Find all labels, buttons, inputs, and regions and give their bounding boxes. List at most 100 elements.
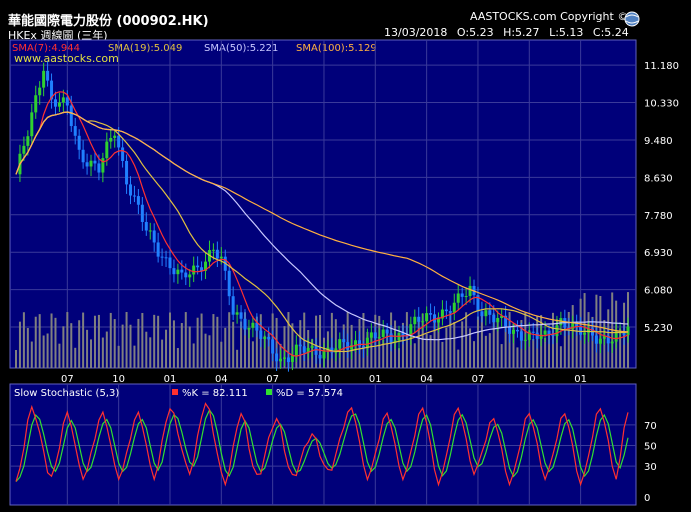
candle-body — [180, 269, 184, 273]
volume-bar — [591, 316, 594, 368]
date-label: 13/03/2018 — [384, 26, 448, 39]
candle-body — [168, 257, 172, 269]
candle-body — [377, 337, 381, 339]
x-tick-label: 07 — [61, 374, 74, 385]
candle-body — [219, 256, 223, 259]
candle-body — [69, 105, 73, 127]
candle-body — [480, 311, 484, 317]
candle-body — [239, 312, 243, 319]
volume-bar — [141, 312, 144, 368]
candle-body — [184, 272, 188, 278]
volume-bar — [105, 331, 108, 368]
candle-body — [50, 80, 54, 100]
volume-bar — [453, 321, 456, 368]
candle-body — [369, 332, 373, 338]
candle-body — [330, 347, 334, 353]
price-plot-area — [9, 39, 637, 369]
candle-body — [508, 326, 512, 334]
candle-body — [444, 309, 448, 312]
volume-bar — [184, 312, 187, 368]
candle-body — [109, 137, 113, 142]
x-tick-label: 10 — [112, 374, 125, 385]
volume-bar — [251, 341, 254, 368]
candle-body — [164, 257, 168, 259]
candle-body — [113, 135, 117, 138]
sma100-line — [15, 111, 629, 333]
price-tick-label: 9.480 — [644, 136, 673, 147]
candle-body — [34, 95, 38, 113]
x-tick-label: 10 — [523, 374, 536, 385]
stoch-tick-label: 0 — [644, 493, 650, 504]
volume-bar — [469, 328, 472, 368]
price-tick-label: 5.230 — [644, 323, 673, 334]
candle-body — [279, 358, 283, 362]
volume-bar — [204, 333, 207, 368]
stoch-plot-area — [9, 383, 637, 506]
globe-icon — [624, 11, 640, 27]
x-tick-label: 04 — [215, 374, 228, 385]
volume-bar — [86, 329, 89, 368]
volume-bar — [236, 349, 239, 368]
candle-body — [152, 230, 156, 243]
sma-legend-item: SMA(19):5.049 — [108, 43, 182, 54]
volume-bar — [567, 312, 570, 368]
volume-bar — [82, 312, 85, 368]
candle-body — [610, 341, 614, 344]
candle-body — [275, 353, 279, 362]
volume-bar — [484, 335, 487, 368]
price-tick-label: 10.330 — [644, 99, 679, 110]
volume-bar — [421, 313, 424, 368]
candle-body — [409, 324, 413, 336]
candle-body — [413, 316, 417, 325]
volume-bar — [244, 312, 247, 368]
volume-bar — [291, 323, 294, 368]
x-tick-label: 07 — [472, 374, 485, 385]
candle-body — [215, 249, 219, 259]
volume-bar — [145, 331, 148, 368]
candle-body — [381, 329, 385, 338]
candle-body — [271, 339, 275, 354]
candle-body — [598, 338, 602, 344]
candle-body — [519, 331, 523, 341]
watermark-text: www.aastocks.com — [14, 52, 119, 65]
candle-body — [504, 315, 508, 327]
candle-body — [571, 322, 575, 329]
candle-body — [204, 261, 208, 271]
ohlc-readout: 13/03/2018 O:5.23 H:5.27 L:5.13 C:5.24 — [384, 26, 635, 39]
candle-body — [65, 97, 69, 106]
stoch-d-line — [15, 408, 629, 482]
volume-bar — [117, 345, 120, 368]
volume-bar — [283, 326, 286, 368]
volume-bar — [370, 337, 373, 368]
candle-body — [587, 328, 591, 333]
volume-bar — [101, 337, 104, 368]
volume-bar — [70, 323, 73, 368]
candle-body — [440, 309, 444, 319]
stoch-title: Slow Stochastic (5,3) — [14, 388, 119, 399]
chart-subtitle: HKEx 週線圖 (三年) — [8, 29, 108, 42]
volume-bar — [516, 347, 519, 368]
candle-body — [243, 318, 247, 330]
volume-bar — [417, 317, 420, 368]
candle-body — [460, 293, 464, 297]
candle-body — [452, 302, 456, 313]
candle-body — [211, 249, 215, 251]
candle-body — [188, 274, 192, 278]
candle-body — [290, 355, 294, 363]
volume-bar — [433, 314, 436, 368]
candle-body — [136, 196, 140, 205]
stochastic-panel: Slow Stochastic (5,3) %K = 82.111 %D = 57.… — [9, 383, 657, 506]
volume-bar — [78, 320, 81, 368]
price-tick-label: 8.630 — [644, 173, 673, 184]
candle-body — [172, 268, 176, 275]
volume-bar — [15, 350, 17, 368]
candle-body — [579, 326, 583, 335]
volume-bar — [263, 335, 266, 368]
candle-body — [129, 184, 133, 196]
volume-bar — [196, 317, 199, 368]
candle-body — [476, 295, 480, 312]
volume-bar — [62, 326, 65, 368]
close-value: C:5.24 — [592, 26, 629, 39]
candle-body — [255, 322, 259, 331]
candle-body — [302, 346, 306, 353]
